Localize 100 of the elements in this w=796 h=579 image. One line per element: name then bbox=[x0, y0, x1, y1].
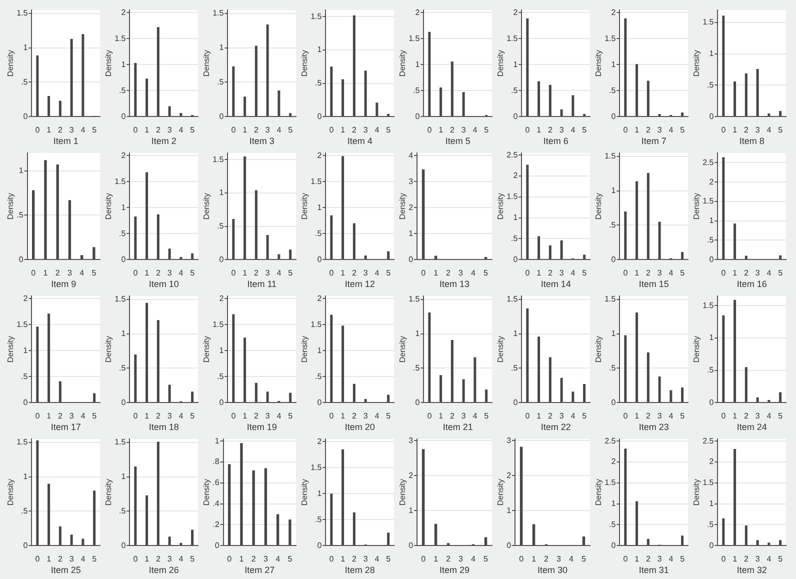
y-tick-label: 1.5 bbox=[310, 176, 322, 186]
x-tick-label: 5 bbox=[484, 554, 489, 564]
bar bbox=[646, 352, 650, 402]
bar bbox=[36, 55, 39, 116]
x-tick-label: 3 bbox=[67, 268, 72, 278]
bar bbox=[146, 78, 148, 116]
y-tick-label: 2 bbox=[317, 436, 322, 446]
x-tick-label: 4 bbox=[570, 126, 576, 135]
bar bbox=[244, 156, 246, 260]
bar bbox=[264, 468, 268, 546]
x-tick-label: 2 bbox=[744, 126, 749, 135]
x-tick-label: 0 bbox=[35, 412, 40, 421]
y-tick-label: 1 bbox=[506, 506, 512, 515]
y-axis-title: Density bbox=[496, 478, 506, 506]
y-tick-label: 1.5 bbox=[114, 294, 126, 304]
y-axis-title: Density bbox=[6, 192, 16, 220]
x-axis-title: Item 26 bbox=[148, 565, 179, 576]
x-tick-label: 2 bbox=[156, 554, 161, 564]
bar bbox=[48, 96, 50, 116]
y-axis-title: Density bbox=[6, 336, 16, 363]
bar bbox=[244, 96, 246, 116]
y-tick-label: 3 bbox=[408, 436, 414, 445]
bar bbox=[191, 530, 194, 546]
x-axis-title: Item 31 bbox=[638, 565, 669, 576]
x-tick-label: 2 bbox=[450, 126, 455, 135]
x-tick-label: 0 bbox=[133, 126, 138, 135]
x-tick-label: 4 bbox=[80, 412, 86, 421]
bar bbox=[146, 302, 148, 402]
bar bbox=[722, 518, 725, 546]
bar bbox=[756, 397, 759, 402]
y-tick-label: 1 bbox=[408, 506, 414, 515]
x-tick-label: 0 bbox=[231, 412, 236, 421]
x-tick-label: 4 bbox=[668, 268, 674, 278]
bar bbox=[134, 354, 137, 402]
x-tick-label: 3 bbox=[458, 554, 464, 564]
x-tick-label: 5 bbox=[386, 554, 392, 564]
y-tick-label: 0 bbox=[513, 398, 518, 407]
x-tick-label: 1 bbox=[144, 554, 150, 564]
bar bbox=[93, 490, 96, 546]
bar bbox=[134, 466, 137, 546]
bar bbox=[58, 526, 62, 546]
x-tick-label: 4 bbox=[668, 126, 674, 135]
y-axis-title: Density bbox=[496, 192, 506, 220]
x-tick-label: 1 bbox=[46, 554, 52, 564]
bar bbox=[232, 218, 235, 260]
x-tick-label: 0 bbox=[427, 412, 432, 421]
y-axis-title: Density bbox=[594, 50, 604, 77]
bar bbox=[756, 540, 759, 546]
bar bbox=[722, 315, 725, 402]
x-tick-label: 3 bbox=[167, 126, 172, 135]
x-tick-label: 1 bbox=[434, 554, 439, 564]
bar bbox=[342, 449, 344, 546]
y-tick-label: 1.5 bbox=[16, 8, 28, 18]
bar bbox=[191, 392, 194, 402]
x-tick-label: 3 bbox=[458, 268, 464, 278]
y-tick-label: 0 bbox=[317, 398, 322, 407]
x-tick-label: 1 bbox=[438, 412, 444, 421]
y-axis-title: Density bbox=[692, 50, 702, 77]
bar bbox=[538, 336, 540, 402]
x-axis-title: Item 4 bbox=[347, 136, 372, 146]
bar bbox=[548, 245, 552, 260]
bar bbox=[244, 338, 246, 402]
x-tick-label: 1 bbox=[536, 268, 542, 278]
y-axis-title: Density bbox=[104, 478, 114, 506]
y-tick-label: 0 bbox=[415, 398, 420, 407]
y-axis-title: Density bbox=[398, 50, 408, 77]
y-tick-label: 2 bbox=[506, 470, 512, 480]
bar bbox=[36, 440, 39, 546]
bar bbox=[252, 470, 255, 546]
x-tick-label: 1 bbox=[43, 268, 48, 278]
bar bbox=[191, 253, 194, 260]
x-tick-label: 5 bbox=[92, 412, 98, 421]
y-axis-title: Density bbox=[594, 336, 604, 363]
x-tick-label: 2 bbox=[446, 268, 452, 278]
y-tick-label: 1.5 bbox=[114, 34, 126, 43]
x-tick-label: 5 bbox=[778, 268, 784, 278]
y-tick-label: 2 bbox=[121, 8, 126, 17]
x-tick-label: 2 bbox=[352, 268, 357, 278]
y-axis-title: Density bbox=[104, 192, 114, 220]
x-tick-label: 3 bbox=[559, 126, 564, 135]
y-tick-label: 2 bbox=[513, 171, 518, 180]
x-tick-label: 1 bbox=[46, 126, 52, 135]
x-tick-label: 5 bbox=[778, 126, 784, 135]
y-tick-label: 1 bbox=[121, 329, 126, 338]
y-axis-title: Density bbox=[202, 50, 212, 77]
y-axis-title: Density bbox=[398, 192, 408, 220]
bar bbox=[744, 256, 748, 260]
x-tick-label: 2 bbox=[744, 554, 749, 564]
x-axis-title: Item 10 bbox=[148, 279, 179, 290]
y-tick-label: .5 bbox=[217, 77, 224, 86]
x-axis-title: Item 20 bbox=[344, 422, 375, 432]
x-axis-title: Item 7 bbox=[641, 136, 666, 146]
x-tick-label: 4 bbox=[80, 126, 86, 135]
x-tick-label: 4 bbox=[178, 412, 184, 421]
x-axis-title: Item 11 bbox=[247, 279, 277, 290]
x-tick-label: 3 bbox=[363, 268, 368, 278]
bar bbox=[232, 66, 235, 116]
x-tick-label: 3 bbox=[559, 412, 564, 421]
x-tick-label: 2 bbox=[744, 268, 749, 278]
y-tick-label: 2 bbox=[408, 470, 414, 480]
